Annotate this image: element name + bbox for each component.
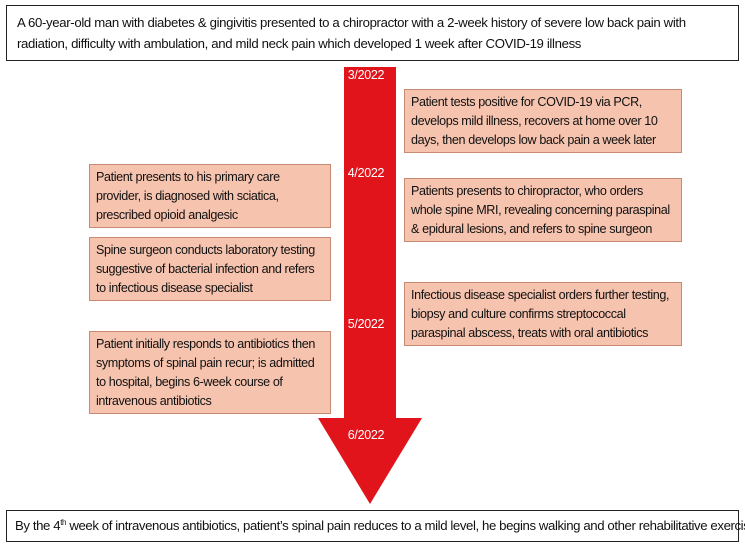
event-text: Spine surgeon conducts laboratory testin… — [96, 243, 315, 295]
date-label-apr-2022: 4/2022 — [347, 166, 385, 180]
outcome-prefix: By the 4 — [15, 518, 61, 533]
event-text: Patients presents to chiropractor, who o… — [411, 184, 670, 236]
outcome-ordinal: th — [60, 518, 67, 527]
event-abscess-diagnosis: Infectious disease specialist orders fur… — [404, 282, 682, 346]
case-summary-box: A 60-year-old man with diabetes & gingiv… — [6, 5, 739, 61]
event-text: Infectious disease specialist orders fur… — [411, 288, 670, 340]
date-label-jun-2022: 6/2022 — [347, 428, 385, 442]
outcome-text: week of intravenous antibiotics, patient… — [66, 518, 745, 533]
event-text: Patient presents to his primary care pro… — [96, 170, 280, 222]
date-label-mar-2022: 3/2022 — [347, 68, 385, 82]
event-primary-care-sciatica: Patient presents to his primary care pro… — [89, 164, 331, 228]
event-spine-surgeon-labs: Spine surgeon conducts laboratory testin… — [89, 237, 331, 301]
event-hospital-iv-antibiotics: Patient initially responds to antibiotic… — [89, 331, 331, 414]
event-text: Patient tests positive for COVID-19 via … — [411, 95, 658, 147]
event-chiropractor-mri: Patients presents to chiropractor, who o… — [404, 178, 682, 242]
event-covid-positive: Patient tests positive for COVID-19 via … — [404, 89, 682, 153]
event-text: Patient initially responds to antibiotic… — [96, 337, 315, 408]
timeline-arrow-shape — [318, 67, 422, 504]
date-label-may-2022: 5/2022 — [347, 317, 385, 331]
outcome-box: By the 4th week of intravenous antibioti… — [6, 510, 745, 542]
case-summary-text: A 60-year-old man with diabetes & gingiv… — [17, 15, 686, 51]
